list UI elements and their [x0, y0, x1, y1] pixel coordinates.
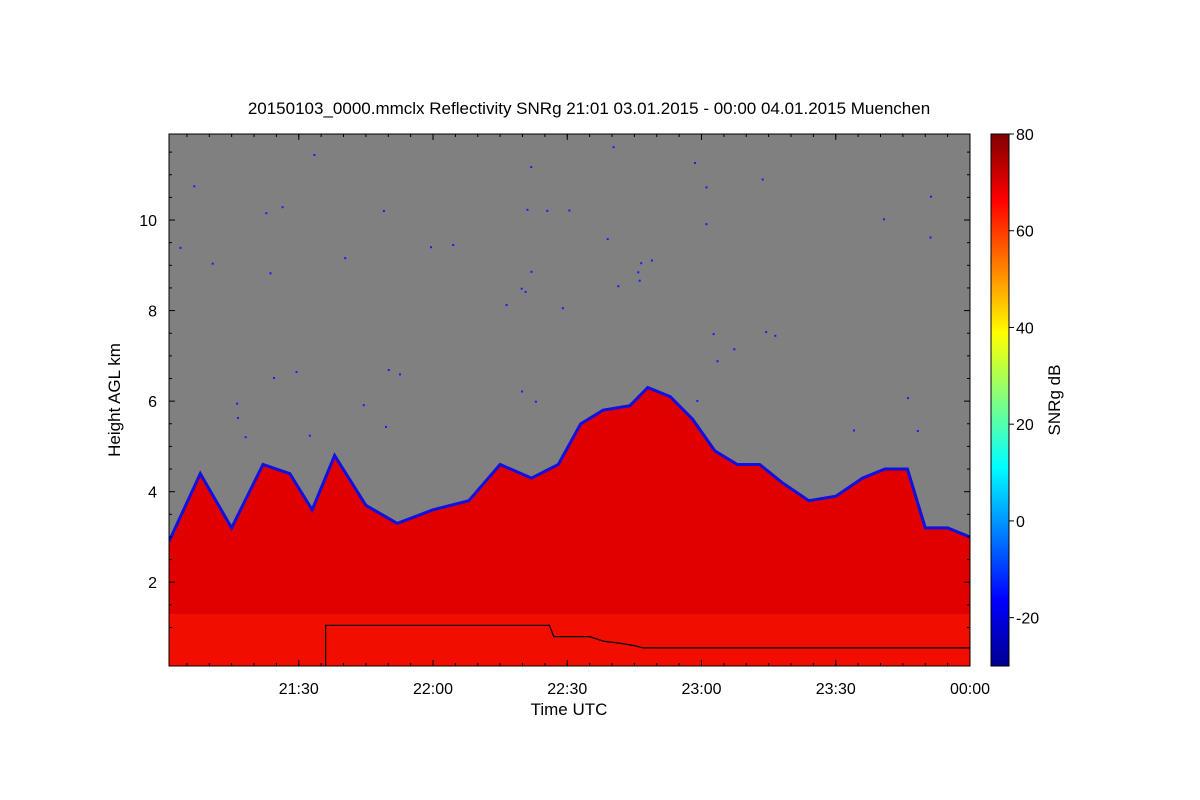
noise-speck	[546, 209, 549, 212]
noise-speck	[362, 404, 365, 407]
noise-speck	[295, 370, 298, 373]
noise-speck	[696, 399, 699, 402]
noise-speck	[705, 223, 708, 226]
noise-speck	[382, 210, 385, 212]
colorbar	[990, 133, 1010, 667]
y-tick-label: 8	[148, 304, 157, 321]
noise-speck	[530, 166, 533, 169]
noise-speck	[273, 377, 275, 379]
noise-speck	[638, 279, 641, 282]
noise-speck	[561, 307, 564, 310]
noise-speck	[344, 257, 347, 260]
plot-frame	[168, 133, 971, 667]
noise-speck	[430, 246, 432, 249]
noise-speck	[774, 334, 777, 337]
noise-speck	[313, 154, 316, 156]
noise-speck	[179, 246, 182, 249]
colorbar-tick-label: 80	[1016, 127, 1034, 144]
x-axis-ticks: 21:30 22:00 22:30 23:00 23:30 00:00	[186, 134, 990, 698]
noise-speck	[193, 185, 196, 188]
x-tick-label: 23:30	[816, 681, 856, 698]
noise-speck	[524, 290, 527, 293]
echo-edge	[169, 385, 970, 543]
noise-speck	[640, 262, 643, 265]
noise-speck	[882, 218, 885, 221]
noise-speck	[399, 373, 401, 376]
noise-speck	[716, 360, 719, 363]
colorbar-tick-label: 20	[1016, 417, 1034, 434]
noise-speck	[387, 369, 390, 371]
noise-speck	[505, 304, 508, 307]
noise-speck	[650, 259, 653, 262]
black-line	[325, 624, 970, 666]
y-tick-label: 10	[139, 213, 157, 230]
noise-speck	[211, 262, 214, 265]
x-tick-label: 23:00	[681, 681, 721, 698]
noise-speck	[385, 425, 387, 428]
y-tick-label: 4	[148, 485, 157, 502]
x-axis-label: Time UTC	[531, 700, 608, 719]
noise-speck	[530, 270, 533, 273]
noise-speck	[568, 209, 571, 212]
noise-speck	[930, 195, 932, 198]
chart-title: 20150103_0000.mmclx Reflectivity SNRg 21…	[248, 99, 930, 118]
colorbar-tick-label: 60	[1016, 224, 1034, 241]
x-tick-label: 22:30	[547, 681, 587, 698]
noise-speck	[281, 206, 284, 209]
x-tick-label: 21:30	[279, 681, 319, 698]
noise-speck	[907, 397, 910, 400]
noise-speck	[617, 285, 620, 288]
colorbar-tick-label: 40	[1016, 320, 1034, 337]
noise-speck	[520, 287, 523, 290]
noise-specks	[179, 146, 932, 439]
echo-area	[169, 387, 970, 666]
colorbar-label: SNRg dB	[1045, 365, 1064, 436]
noise-speck	[269, 272, 272, 275]
y-tick-label: 6	[148, 394, 157, 411]
colorbar-ticks: -20 0 20 40 60 80	[1009, 127, 1039, 628]
noise-speck	[244, 436, 247, 439]
noise-speck	[308, 434, 311, 437]
noise-speck	[929, 236, 932, 239]
noise-speck	[712, 333, 715, 336]
noise-speck	[761, 178, 764, 181]
noise-speck	[612, 146, 615, 149]
near-ground-echo	[169, 614, 970, 666]
noise-speck	[265, 212, 268, 215]
noise-speck	[237, 416, 239, 419]
noise-speck	[733, 348, 736, 351]
x-tick-label: 22:00	[413, 681, 453, 698]
colorbar-tick-label: 0	[1016, 514, 1025, 531]
noise-speck	[236, 402, 239, 405]
y-axis-ticks: 2 4 6 8 10	[139, 151, 970, 629]
noise-speck	[705, 186, 708, 189]
noise-speck	[694, 162, 696, 164]
colorbar-tick-label: -20	[1016, 611, 1039, 628]
x-tick-label: 00:00	[950, 681, 990, 698]
y-tick-label: 2	[148, 575, 157, 592]
y-axis-label: Height AGL km	[105, 343, 124, 457]
noise-speck	[606, 238, 609, 241]
noise-speck	[526, 208, 529, 211]
noise-speck	[853, 429, 855, 432]
noise-speck	[452, 244, 455, 246]
noise-speck	[521, 390, 524, 393]
noise-speck	[534, 400, 537, 403]
noise-speck	[765, 331, 768, 334]
noise-speck	[637, 271, 640, 274]
noise-speck	[916, 430, 919, 432]
